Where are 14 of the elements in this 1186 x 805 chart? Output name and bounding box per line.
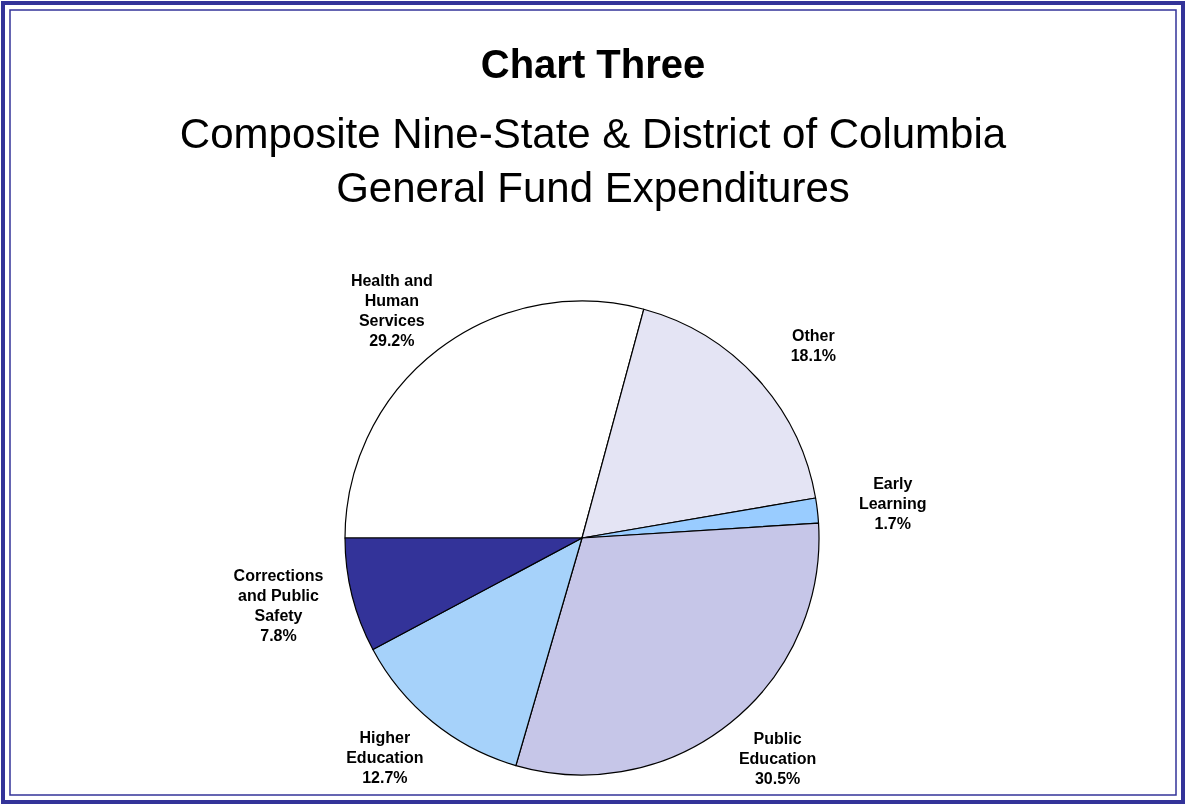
slice-label: Other	[792, 326, 835, 344]
data-label: 18.1%	[790, 346, 837, 364]
data-label: 1.7%	[874, 515, 911, 533]
data-label: 29.2%	[369, 332, 415, 350]
slice-label: Early Learning	[858, 475, 927, 513]
slice-label: Corrections and Public Safety	[233, 567, 324, 625]
data-label: 30.5%	[754, 770, 801, 788]
chart-subtitle: Composite Nine-State & District of Columbia General Fund Expenditures	[179, 110, 1007, 211]
data-label: 12.7%	[362, 769, 408, 787]
chart-title: Chart Three	[480, 42, 706, 86]
slice-label: Higher Education	[346, 729, 424, 767]
slice-label: Health and Human Services	[350, 272, 433, 330]
data-label: 7.8%	[260, 627, 297, 645]
slice-label: Public Education	[738, 730, 817, 768]
